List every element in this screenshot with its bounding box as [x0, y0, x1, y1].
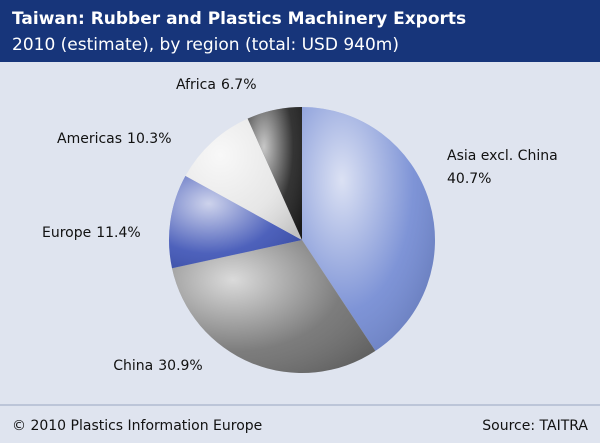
- slice-label: Africa 6.7%: [176, 77, 257, 93]
- chart-title: Taiwan: Rubber and Plastics Machinery Ex…: [12, 9, 466, 29]
- slice-label: China 30.9%: [113, 358, 202, 374]
- pie: [169, 107, 436, 373]
- copyright: © 2010 Plastics Information Europe: [12, 418, 262, 434]
- slice-label: Americas 10.3%: [57, 131, 172, 147]
- value-label: 30.9%: [158, 358, 202, 374]
- category-label: Africa: [176, 77, 216, 93]
- labels: Asia excl. China 40.7% China 30.9% Europe 11.…: [42, 77, 558, 374]
- value-label: 11.4%: [96, 225, 140, 241]
- chart-subtitle: 2010 (estimate), by region (total: USD 9…: [12, 35, 399, 55]
- value-label: 10.3%: [127, 131, 171, 147]
- category-label: China: [113, 358, 153, 374]
- slice-label: Asia excl. China 40.7%: [447, 148, 558, 187]
- slice-label: Europe 11.4%: [42, 225, 141, 241]
- slice-shading: [185, 118, 302, 240]
- value-label: 6.7%: [221, 77, 257, 93]
- slice-shading: [169, 175, 302, 269]
- category-label: Europe: [42, 225, 91, 241]
- slice-shading: [247, 107, 302, 240]
- slice-shading: [172, 240, 376, 373]
- header: [0, 0, 600, 62]
- value-label: 40.7%: [447, 171, 491, 187]
- category-label: Americas: [57, 131, 122, 147]
- slice-shading: [302, 107, 436, 351]
- source: Source: TAITRA: [482, 418, 588, 434]
- category-label: Asia excl. China: [447, 148, 558, 164]
